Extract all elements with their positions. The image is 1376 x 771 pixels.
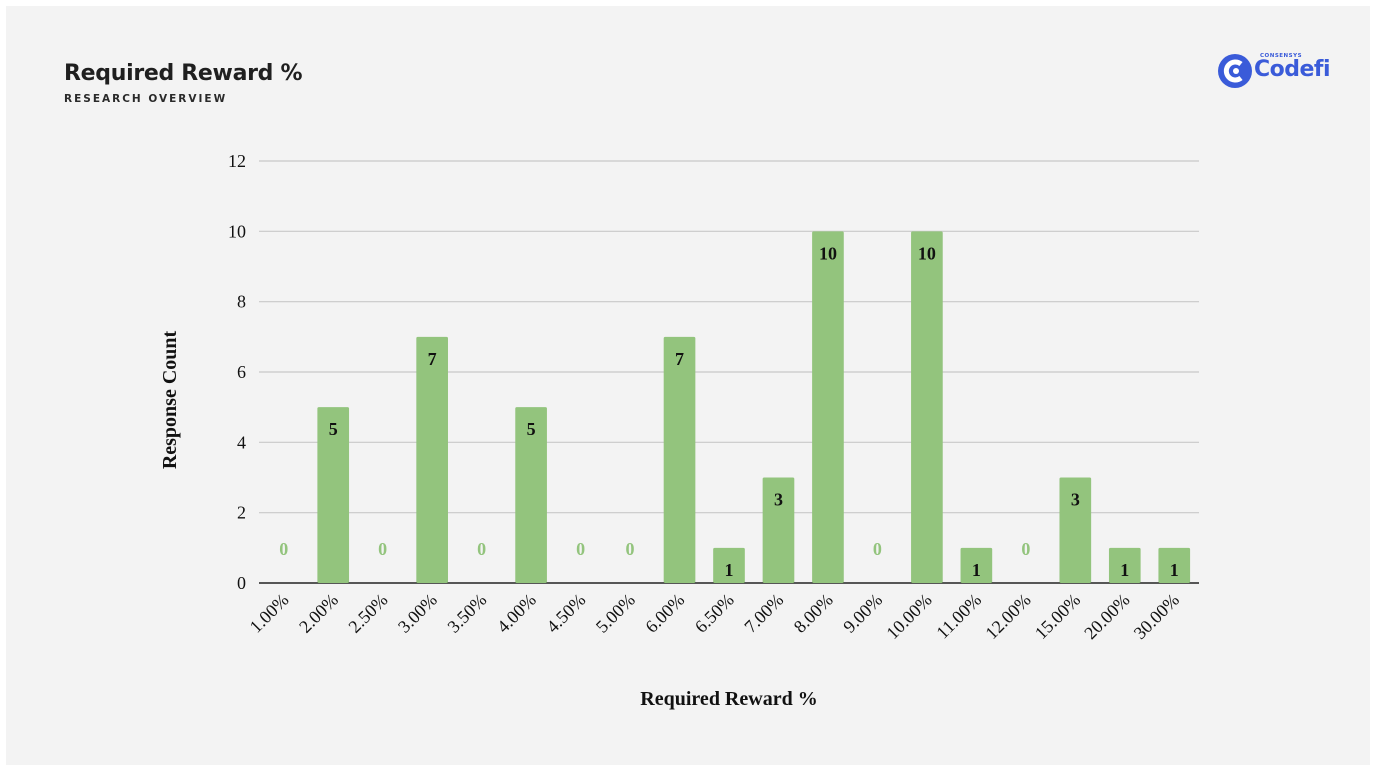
- bar-data-label: 10: [918, 243, 936, 263]
- bar-data-label: 0: [279, 539, 288, 559]
- x-tick-label: 3.50%: [443, 590, 490, 637]
- x-tick-label: 5.00%: [592, 590, 639, 637]
- bar-data-label: 10: [819, 243, 837, 263]
- x-axis-title: Required Reward %: [640, 688, 817, 710]
- x-axis-ticks: 1.00% 2.00% 2.50% 3.00% 3.50% 4.00% 4.50% 5.00%…: [246, 590, 1184, 643]
- y-tick-label: 4: [237, 432, 246, 452]
- logo-text: Codefi: [1254, 57, 1331, 82]
- bar: [416, 336, 448, 583]
- x-tick-label: 20.00%: [1080, 590, 1133, 643]
- bar: [1108, 547, 1141, 583]
- chart-grid: [259, 160, 1199, 584]
- x-tick-label: 6.00%: [641, 590, 688, 637]
- x-tick-label: 30.00%: [1130, 590, 1183, 643]
- bar-data-label: 7: [428, 349, 437, 369]
- bar-data-label: 3: [1071, 490, 1080, 510]
- bar-data-label: 0: [873, 539, 882, 559]
- y-tick-label: 12: [228, 151, 246, 171]
- y-tick-label: 6: [237, 362, 246, 382]
- bar: [713, 547, 745, 583]
- x-tick-label: 2.00%: [295, 590, 342, 637]
- y-axis-ticks: 0 2 4 6 8 10 12: [228, 151, 246, 593]
- x-tick-label: 8.00%: [790, 590, 837, 637]
- x-tick-label: 1.00%: [246, 590, 293, 637]
- x-tick-label: 7.00%: [740, 590, 787, 637]
- bar-data-label: 0: [378, 539, 387, 559]
- x-tick-label: 12.00%: [981, 590, 1034, 643]
- y-tick-label: 8: [237, 292, 246, 312]
- x-tick-label: 6.50%: [691, 590, 738, 637]
- bar-data-label: 0: [477, 539, 486, 559]
- x-tick-label: 9.00%: [839, 590, 886, 637]
- y-tick-label: 10: [228, 221, 246, 241]
- x-tick-label: 15.00%: [1031, 590, 1084, 643]
- bar-data-label: 5: [329, 419, 338, 439]
- x-tick-label: 3.00%: [394, 590, 441, 637]
- bar: [960, 547, 993, 583]
- page-subtitle: RESEARCH OVERVIEW: [64, 93, 228, 105]
- x-tick-label: 11.00%: [932, 590, 985, 643]
- bar: [812, 231, 844, 584]
- chart-bars: [317, 231, 1191, 584]
- x-tick-label: 2.50%: [344, 590, 391, 637]
- codefi-logo-icon: [1218, 54, 1252, 88]
- bar: [1158, 547, 1191, 583]
- bar-data-label: 5: [527, 419, 536, 439]
- bar: [1059, 477, 1092, 583]
- page-title: Required Reward %: [64, 61, 303, 86]
- bar: [663, 336, 696, 583]
- bar-data-label: 0: [1021, 539, 1030, 559]
- bar: [515, 407, 547, 583]
- bar-data-label: 1: [1170, 560, 1179, 580]
- bar-data-label: 1: [725, 560, 734, 580]
- x-tick-label: 4.00%: [493, 590, 540, 637]
- bar-data-label: 1: [1120, 560, 1129, 580]
- y-tick-label: 2: [237, 503, 246, 523]
- bar-data-label: 0: [626, 539, 635, 559]
- bar-data-label: 0: [576, 539, 585, 559]
- bar-data-label: 3: [774, 490, 783, 510]
- bar: [317, 407, 350, 583]
- bar: [762, 477, 795, 583]
- x-tick-label: 4.50%: [542, 590, 589, 637]
- bar: [911, 231, 943, 584]
- x-tick-label: 10.00%: [882, 590, 935, 643]
- codefi-logo: CONSENSYS Codefi: [1217, 49, 1337, 89]
- bar-data-label: 7: [675, 349, 684, 369]
- y-axis-title: Response Count: [159, 330, 181, 469]
- bar-data-label: 1: [972, 560, 981, 580]
- y-tick-label: 0: [237, 573, 246, 593]
- logo-small-text: CONSENSYS: [1260, 53, 1303, 59]
